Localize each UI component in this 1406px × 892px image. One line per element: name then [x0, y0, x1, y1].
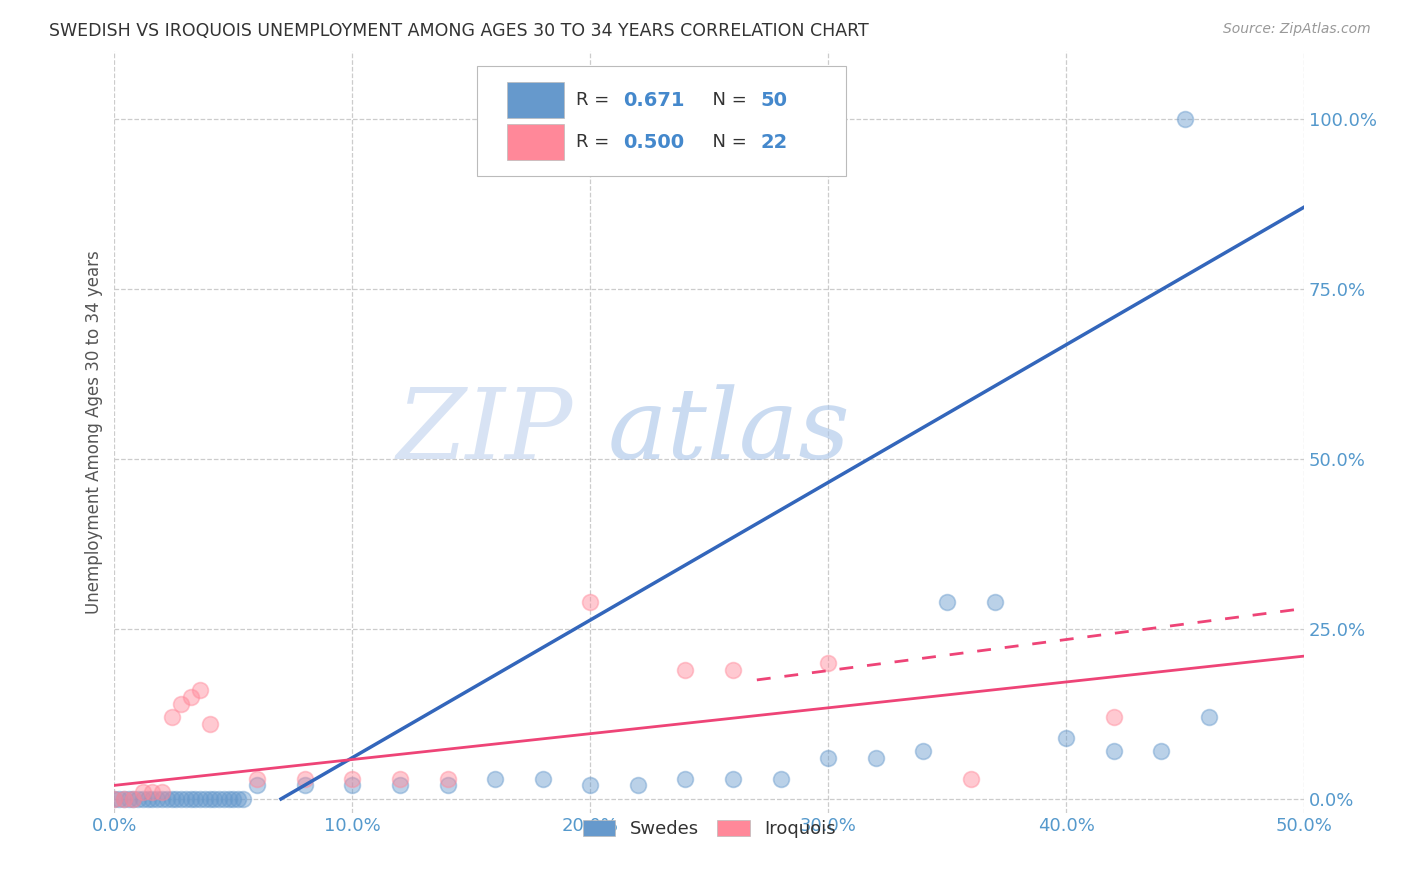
- Text: 22: 22: [761, 133, 787, 152]
- Point: [160, 710, 183, 724]
- Point: [222, 792, 245, 806]
- Point: [246, 778, 269, 792]
- Point: [122, 792, 145, 806]
- Point: [112, 792, 135, 806]
- Point: [122, 792, 145, 806]
- Point: [212, 792, 235, 806]
- Point: [1174, 112, 1197, 126]
- Point: [194, 792, 217, 806]
- Point: [208, 792, 231, 806]
- Point: [817, 751, 839, 765]
- Point: [721, 663, 744, 677]
- Point: [1198, 710, 1220, 724]
- Point: [865, 751, 887, 765]
- Point: [136, 792, 159, 806]
- Point: [150, 785, 173, 799]
- Point: [579, 778, 602, 792]
- Point: [531, 772, 554, 786]
- Point: [579, 595, 602, 609]
- Point: [127, 792, 149, 806]
- Point: [1150, 744, 1173, 758]
- Point: [146, 792, 169, 806]
- Point: [936, 595, 959, 609]
- Point: [198, 792, 221, 806]
- Point: [112, 792, 135, 806]
- Point: [103, 792, 125, 806]
- Point: [226, 792, 249, 806]
- FancyBboxPatch shape: [508, 82, 564, 119]
- Point: [141, 792, 163, 806]
- Point: [150, 792, 173, 806]
- Point: [246, 772, 269, 786]
- Point: [1102, 710, 1125, 724]
- Point: [436, 772, 458, 786]
- Point: [817, 656, 839, 670]
- Text: ZIP: ZIP: [396, 384, 572, 479]
- Point: [232, 792, 254, 806]
- Y-axis label: Unemployment Among Ages 30 to 34 years: Unemployment Among Ages 30 to 34 years: [86, 250, 103, 614]
- Point: [436, 778, 458, 792]
- FancyBboxPatch shape: [477, 66, 846, 177]
- Point: [721, 772, 744, 786]
- Point: [165, 792, 187, 806]
- Point: [118, 792, 141, 806]
- Point: [627, 778, 650, 792]
- Point: [294, 778, 316, 792]
- Point: [675, 663, 697, 677]
- Point: [184, 792, 207, 806]
- Point: [174, 792, 197, 806]
- Point: [188, 683, 211, 698]
- Text: R =: R =: [576, 91, 614, 109]
- Point: [103, 792, 125, 806]
- Point: [188, 792, 211, 806]
- Text: R =: R =: [576, 133, 614, 151]
- Legend: Swedes, Iroquois: Swedes, Iroquois: [575, 813, 842, 846]
- Point: [769, 772, 792, 786]
- Point: [156, 792, 179, 806]
- Text: atlas: atlas: [609, 384, 851, 479]
- Point: [294, 772, 316, 786]
- Point: [160, 792, 183, 806]
- Point: [484, 772, 506, 786]
- Point: [108, 792, 131, 806]
- Point: [202, 792, 225, 806]
- Point: [132, 785, 155, 799]
- Point: [342, 772, 364, 786]
- Point: [180, 690, 202, 704]
- Point: [170, 697, 193, 711]
- Text: Source: ZipAtlas.com: Source: ZipAtlas.com: [1223, 22, 1371, 37]
- Point: [170, 792, 193, 806]
- Point: [388, 772, 411, 786]
- Point: [912, 744, 935, 758]
- Point: [132, 792, 155, 806]
- Point: [342, 778, 364, 792]
- Point: [388, 778, 411, 792]
- Point: [141, 785, 163, 799]
- Point: [1054, 731, 1077, 745]
- Text: N =: N =: [702, 133, 752, 151]
- Text: 0.500: 0.500: [624, 133, 685, 152]
- Text: N =: N =: [702, 91, 752, 109]
- Point: [984, 595, 1007, 609]
- Point: [960, 772, 983, 786]
- Point: [218, 792, 240, 806]
- Text: SWEDISH VS IROQUOIS UNEMPLOYMENT AMONG AGES 30 TO 34 YEARS CORRELATION CHART: SWEDISH VS IROQUOIS UNEMPLOYMENT AMONG A…: [49, 22, 869, 40]
- Point: [1102, 744, 1125, 758]
- Point: [180, 792, 202, 806]
- Text: 50: 50: [761, 91, 787, 110]
- Text: 0.671: 0.671: [624, 91, 685, 110]
- Point: [675, 772, 697, 786]
- Point: [198, 717, 221, 731]
- FancyBboxPatch shape: [508, 124, 564, 161]
